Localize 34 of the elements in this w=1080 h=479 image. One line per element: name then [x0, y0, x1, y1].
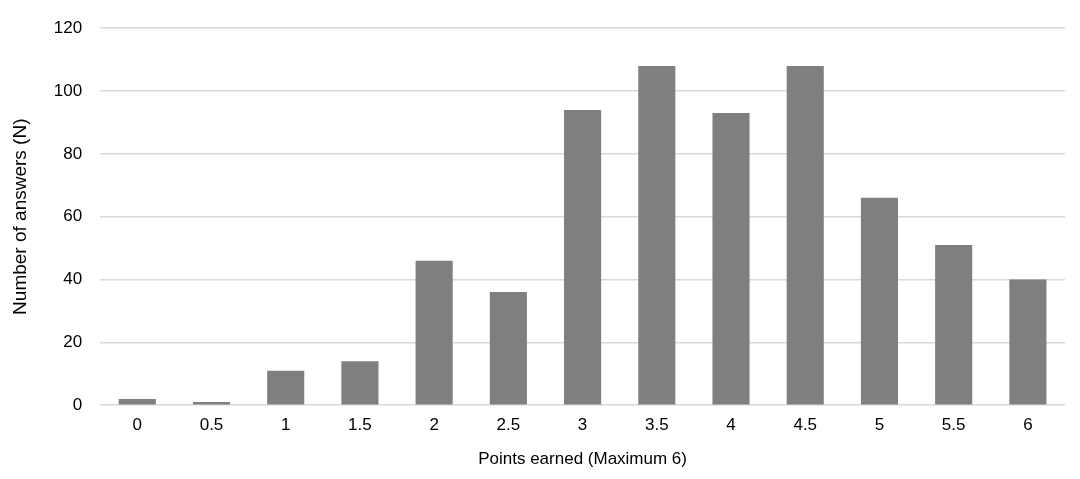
y-tick-label: 0 [72, 394, 83, 414]
x-tick-label: 2.5 [496, 415, 521, 435]
x-tick-label: 4 [726, 415, 736, 435]
bar [712, 113, 750, 405]
y-tick-label: 80 [63, 143, 83, 163]
y-tick-label: 120 [53, 17, 83, 37]
bar [860, 197, 899, 405]
x-tick-label: 1.5 [348, 415, 372, 435]
x-tick-label: 6 [1023, 415, 1033, 435]
bar [267, 370, 305, 405]
y-tick-label: 60 [63, 206, 83, 226]
x-tick-label: 3 [577, 415, 588, 435]
x-tick-label: 4.5 [793, 415, 818, 435]
x-tick-label: 5.5 [941, 415, 966, 435]
bar [118, 398, 156, 405]
x-axis-title: Points earned (Maximum 6) [478, 449, 687, 469]
bar [935, 244, 973, 405]
x-tick-label: 0 [132, 415, 143, 435]
bar [786, 65, 824, 405]
bar [638, 65, 676, 405]
bar [489, 292, 527, 405]
y-tick-label: 20 [63, 332, 83, 352]
bar [415, 260, 453, 405]
bar [564, 109, 602, 405]
y-axis-title: Number of answers (N) [8, 118, 30, 315]
bar [1009, 279, 1047, 405]
bar [341, 361, 379, 405]
x-tick-label: 2 [429, 415, 439, 435]
y-tick-label: 40 [63, 269, 83, 289]
x-tick-label: 5 [874, 415, 885, 435]
x-tick-label: 0.5 [199, 415, 224, 435]
x-tick-label: 3.5 [644, 415, 669, 435]
x-tick-label: 1 [280, 415, 291, 435]
y-tick-label: 100 [53, 80, 83, 100]
